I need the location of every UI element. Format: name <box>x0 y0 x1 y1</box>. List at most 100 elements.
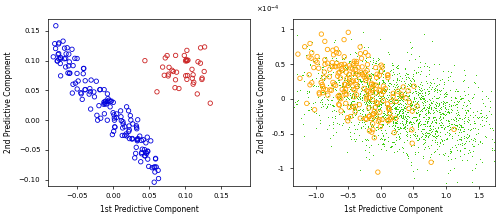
Point <box>377 126 385 129</box>
Point <box>73 57 81 60</box>
Point <box>364 138 372 141</box>
Point <box>342 66 350 70</box>
Point <box>365 104 373 107</box>
Point <box>429 115 437 119</box>
Point <box>432 120 440 124</box>
Point <box>335 80 343 83</box>
Point <box>362 101 370 104</box>
Point <box>352 95 360 98</box>
Point <box>390 107 398 110</box>
Point <box>476 157 484 161</box>
Point <box>366 100 374 104</box>
Point <box>369 118 377 122</box>
Point <box>392 138 400 141</box>
Point <box>352 112 360 116</box>
Point <box>384 78 392 82</box>
Point <box>314 113 322 116</box>
Point <box>369 105 377 108</box>
Point <box>394 99 402 102</box>
Point <box>459 125 467 128</box>
Point <box>393 104 401 107</box>
Point <box>362 80 370 83</box>
Point <box>421 133 429 136</box>
Point <box>471 139 479 142</box>
Point <box>436 112 444 116</box>
Point <box>340 117 348 120</box>
Point <box>366 78 374 81</box>
Point <box>346 91 354 94</box>
Point <box>391 127 399 131</box>
Point <box>377 66 385 70</box>
Point <box>377 95 385 99</box>
Point <box>142 151 150 154</box>
Point <box>348 80 356 83</box>
Point <box>464 152 472 155</box>
Point <box>333 94 341 98</box>
Point <box>447 158 455 161</box>
Point <box>383 87 391 91</box>
Point <box>468 181 476 184</box>
Point <box>315 62 323 65</box>
Point <box>431 119 439 122</box>
Point <box>345 89 353 93</box>
Point <box>346 59 354 62</box>
Point <box>482 119 490 123</box>
Point <box>453 148 461 151</box>
Point <box>365 73 373 77</box>
Point <box>494 156 499 160</box>
Point <box>363 106 371 109</box>
Point <box>469 115 477 118</box>
Point <box>335 103 343 106</box>
Point <box>421 91 429 95</box>
Point <box>441 112 449 116</box>
Point <box>498 127 499 130</box>
Point <box>378 122 386 126</box>
Point <box>71 57 79 60</box>
Point <box>372 83 380 87</box>
Point <box>435 102 443 106</box>
Point <box>54 42 62 46</box>
Point <box>458 135 466 138</box>
Point <box>399 113 407 117</box>
Point <box>412 89 420 93</box>
Point <box>395 112 403 115</box>
Point <box>359 85 367 88</box>
Point <box>380 70 388 73</box>
Point <box>332 81 340 84</box>
Point <box>415 87 423 91</box>
Point <box>472 163 480 166</box>
Point <box>406 82 414 85</box>
Point <box>362 80 370 84</box>
Point <box>433 88 441 92</box>
Point <box>370 107 378 110</box>
Point <box>451 143 459 146</box>
Point <box>411 150 419 154</box>
Point <box>369 128 377 131</box>
Point <box>462 135 470 138</box>
Point <box>101 100 109 104</box>
Point <box>267 87 275 91</box>
Point <box>390 100 398 104</box>
Point <box>379 142 387 145</box>
Point <box>378 72 386 75</box>
Point <box>426 80 434 84</box>
Point <box>439 101 447 105</box>
Point <box>153 90 161 94</box>
Point <box>438 118 446 121</box>
Point <box>441 109 449 112</box>
Point <box>396 108 404 112</box>
Point <box>329 65 337 68</box>
Point <box>407 123 415 126</box>
Point <box>431 102 439 105</box>
Point <box>393 64 401 68</box>
Point <box>457 130 465 133</box>
Point <box>416 112 424 116</box>
Point <box>416 96 424 99</box>
Point <box>119 120 127 124</box>
Point <box>373 117 381 120</box>
Point <box>425 128 433 132</box>
Point <box>362 91 370 95</box>
Point <box>427 160 435 164</box>
Point <box>328 83 336 86</box>
Point <box>376 95 384 98</box>
